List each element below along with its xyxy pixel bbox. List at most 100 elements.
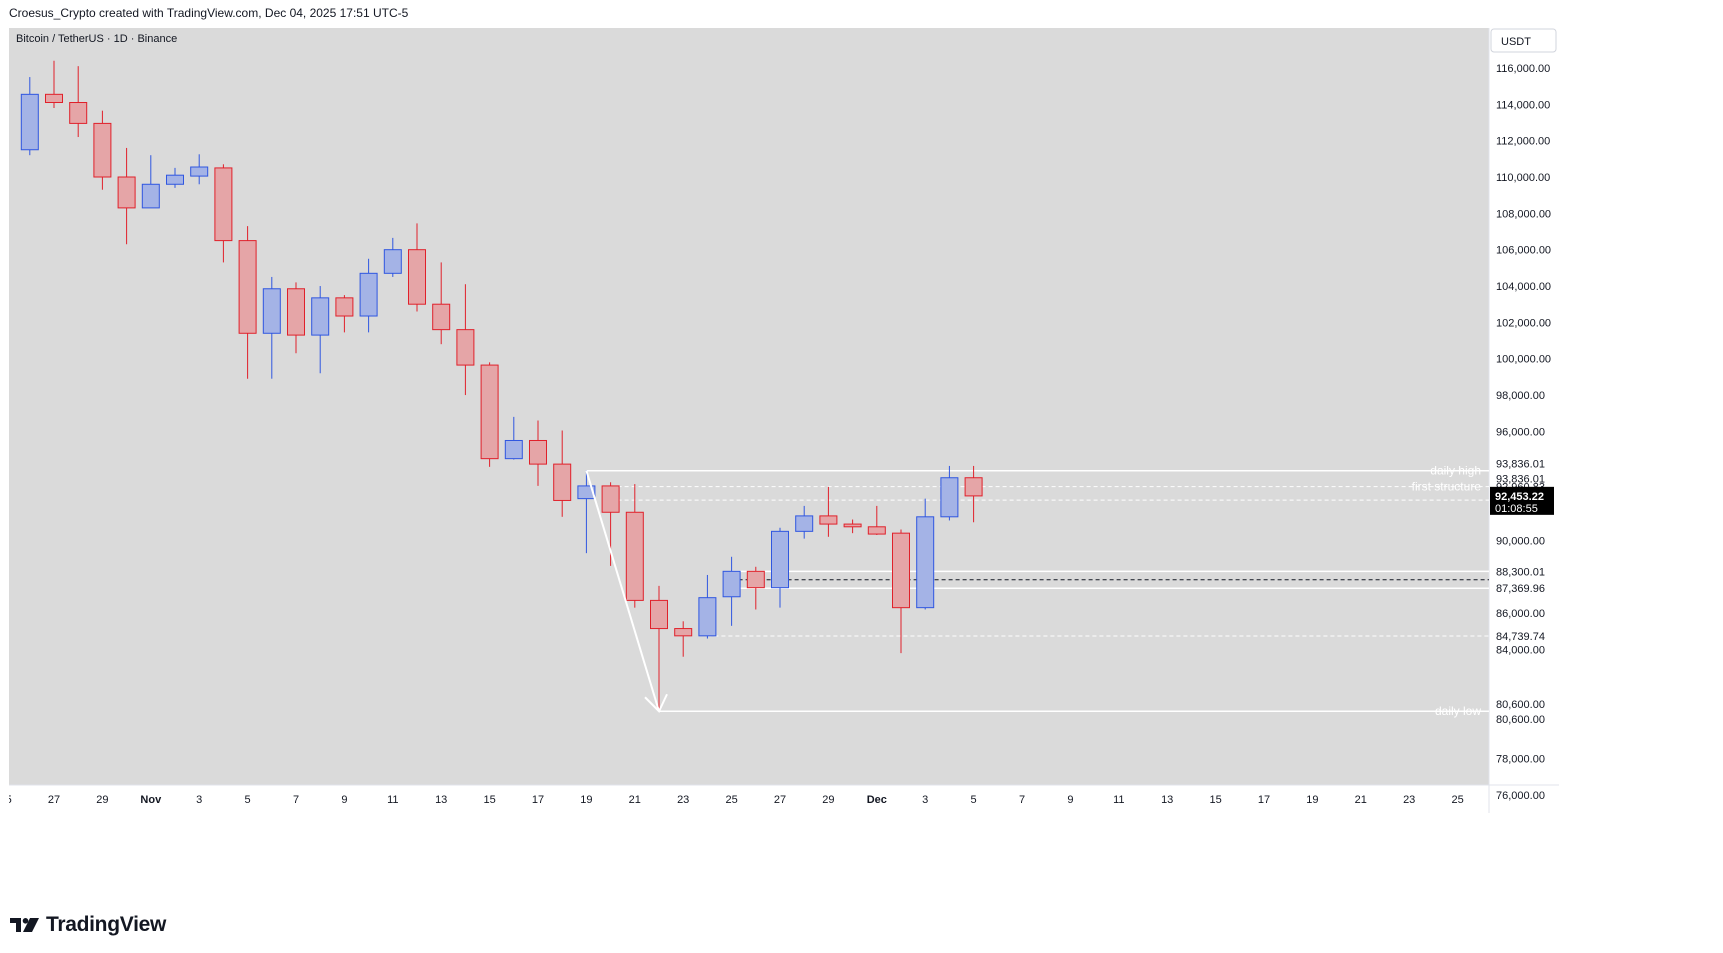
time-tick-label: 25 xyxy=(9,794,12,806)
time-tick-label: 7 xyxy=(293,794,299,806)
time-axis-bg[interactable] xyxy=(9,785,1489,813)
candle-body xyxy=(746,570,765,589)
candle[interactable] xyxy=(456,284,475,396)
candle-body xyxy=(45,93,63,104)
time-tick-label: 19 xyxy=(1306,794,1318,806)
time-tick-label: 21 xyxy=(1355,794,1367,806)
candle-body xyxy=(408,249,426,305)
candle[interactable] xyxy=(577,470,596,554)
candle[interactable] xyxy=(722,556,741,626)
price-tick-label: 112,000.00 xyxy=(1496,136,1550,148)
candle-body xyxy=(359,272,378,317)
time-tick-label: 23 xyxy=(677,794,689,806)
chart-attribution: Croesus_Crypto created with TradingView.… xyxy=(9,6,409,20)
candle-body xyxy=(456,329,475,366)
time-month-label: Nov xyxy=(140,794,162,806)
candle[interactable] xyxy=(45,60,63,108)
candle[interactable] xyxy=(916,498,935,610)
candles-layer[interactable] xyxy=(9,60,983,712)
candle[interactable] xyxy=(287,282,305,354)
candle-body xyxy=(117,176,136,209)
price-tick-label: 93,836.01 xyxy=(1496,474,1545,486)
candle-body xyxy=(650,599,668,630)
price-tick-label: 90,000.00 xyxy=(1496,535,1545,547)
plot-area[interactable] xyxy=(9,28,1489,785)
candle[interactable] xyxy=(529,420,547,486)
candle[interactable] xyxy=(698,574,717,639)
candle[interactable] xyxy=(843,519,862,534)
candle[interactable] xyxy=(214,164,233,263)
price-tick-label: 114,000.00 xyxy=(1496,99,1550,111)
time-tick-label: 11 xyxy=(387,794,398,806)
time-tick-label: 27 xyxy=(48,794,60,806)
time-tick-label: 17 xyxy=(1258,794,1270,806)
candle-body xyxy=(795,515,814,532)
time-tick-label: 13 xyxy=(1161,794,1173,806)
time-tick-label: 25 xyxy=(1451,794,1463,806)
candle[interactable] xyxy=(771,527,789,608)
candle-body xyxy=(940,477,959,518)
currency-selector[interactable]: USDT xyxy=(1490,28,1557,53)
time-tick-label: 21 xyxy=(629,794,641,806)
candle-body xyxy=(93,122,112,178)
candle[interactable] xyxy=(408,223,426,312)
candle[interactable] xyxy=(625,484,644,608)
candle[interactable] xyxy=(964,465,983,523)
candle[interactable] xyxy=(504,416,523,460)
price-axis-labels: 76,000.00 78,000.00 80,600.00 80,600.00 84,0… xyxy=(1496,63,1551,802)
candle[interactable] xyxy=(190,154,209,185)
arrow-shaft xyxy=(585,470,660,712)
candle[interactable] xyxy=(93,110,112,190)
chart-container[interactable]: Bitcoin / TetherUS · 1D · Binance USDT d… xyxy=(9,28,1723,901)
candle[interactable] xyxy=(940,465,959,521)
candle[interactable] xyxy=(892,529,910,654)
candle-body xyxy=(892,532,910,609)
price-tick-label: 76,000.00 xyxy=(1496,790,1545,802)
candle[interactable] xyxy=(141,155,160,209)
candle-body xyxy=(166,174,184,185)
time-tick-label: 27 xyxy=(774,794,786,806)
price-axis-bg[interactable] xyxy=(1489,28,1559,813)
candle[interactable] xyxy=(795,505,814,539)
candle[interactable] xyxy=(480,362,499,467)
candle[interactable] xyxy=(335,295,354,333)
candle[interactable] xyxy=(359,258,378,333)
time-tick-label: 29 xyxy=(822,794,834,806)
time-tick-label: 19 xyxy=(580,794,592,806)
tradingview-logo-icon xyxy=(10,918,39,932)
candle[interactable] xyxy=(867,505,886,535)
bar-countdown: 01:08:55 xyxy=(1495,503,1538,515)
candle[interactable] xyxy=(117,147,136,245)
candle[interactable] xyxy=(69,66,88,138)
time-month-label: Dec xyxy=(867,794,887,806)
candle[interactable] xyxy=(383,237,402,277)
price-tick-label: 106,000.00 xyxy=(1496,245,1551,257)
candle[interactable] xyxy=(238,226,257,379)
time-tick-label: 5 xyxy=(245,794,251,806)
candle[interactable] xyxy=(311,286,330,374)
price-chart[interactable]: Bitcoin / TetherUS · 1D · Binance USDT d… xyxy=(9,28,1723,901)
candle[interactable] xyxy=(674,621,693,657)
candle[interactable] xyxy=(432,262,451,345)
candle-body xyxy=(262,288,281,334)
candle[interactable] xyxy=(553,430,572,517)
candle-body xyxy=(287,288,305,336)
price-tick-label: 80,600.00 xyxy=(1496,699,1545,711)
time-tick-label: 3 xyxy=(196,794,202,806)
candle-body xyxy=(190,166,209,177)
price-tick-label: 84,000.00 xyxy=(1496,644,1545,656)
candle-body xyxy=(577,485,596,500)
candle[interactable] xyxy=(20,77,39,156)
drawing-arrow[interactable] xyxy=(585,470,668,713)
candle[interactable] xyxy=(650,585,668,712)
candle[interactable] xyxy=(166,167,184,188)
price-tick-label: 98,000.00 xyxy=(1496,390,1545,402)
time-tick-label: 15 xyxy=(1209,794,1221,806)
candle[interactable] xyxy=(819,486,838,537)
candle[interactable] xyxy=(746,566,765,610)
levels-layer: daily high first structure daily low xyxy=(586,464,1489,718)
candle-body xyxy=(819,515,838,525)
candle[interactable] xyxy=(262,276,281,379)
chart-title: Bitcoin / TetherUS · 1D · Binance xyxy=(16,33,177,45)
